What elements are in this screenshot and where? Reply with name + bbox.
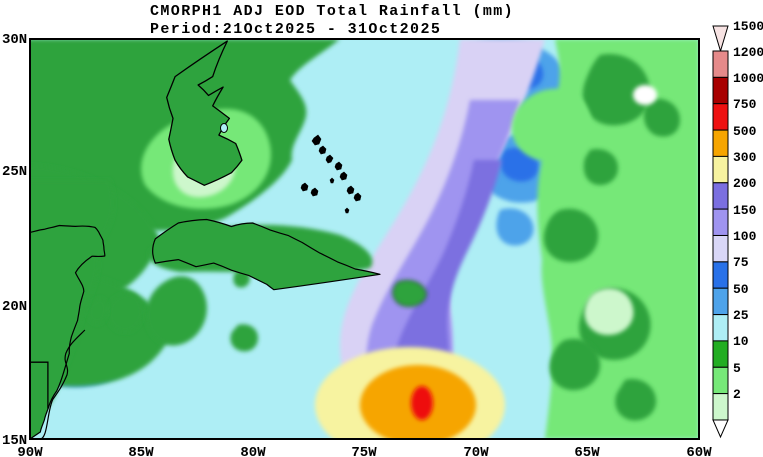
svg-text:750: 750 — [733, 97, 757, 112]
svg-text:25N: 25N — [2, 164, 27, 180]
svg-text:80W: 80W — [240, 445, 266, 457]
svg-text:50: 50 — [733, 282, 749, 297]
svg-text:75W: 75W — [351, 445, 377, 457]
svg-text:90W: 90W — [17, 445, 43, 457]
svg-text:1200: 1200 — [733, 45, 763, 60]
svg-text:85W: 85W — [128, 445, 154, 457]
svg-text:500: 500 — [733, 124, 757, 139]
svg-text:Period:21Oct2025 - 31Oct2025: Period:21Oct2025 - 31Oct2025 — [150, 21, 441, 38]
svg-text:2: 2 — [733, 387, 741, 402]
svg-text:10: 10 — [733, 334, 749, 349]
svg-text:70W: 70W — [463, 445, 489, 457]
svg-text:200: 200 — [733, 176, 757, 191]
svg-text:65W: 65W — [574, 445, 600, 457]
svg-text:300: 300 — [733, 150, 757, 165]
svg-text:100: 100 — [733, 229, 757, 244]
svg-text:60W: 60W — [686, 445, 712, 457]
svg-text:CMORPH1 ADJ EOD Total Rainfall: CMORPH1 ADJ EOD Total Rainfall (mm) — [150, 3, 514, 20]
svg-text:1500: 1500 — [733, 19, 763, 34]
svg-text:1000: 1000 — [733, 71, 763, 86]
svg-text:150: 150 — [733, 203, 757, 218]
svg-text:30N: 30N — [2, 32, 27, 48]
svg-text:5: 5 — [733, 361, 741, 376]
svg-text:20N: 20N — [2, 299, 27, 315]
svg-text:75: 75 — [733, 255, 749, 270]
svg-text:25: 25 — [733, 308, 749, 323]
